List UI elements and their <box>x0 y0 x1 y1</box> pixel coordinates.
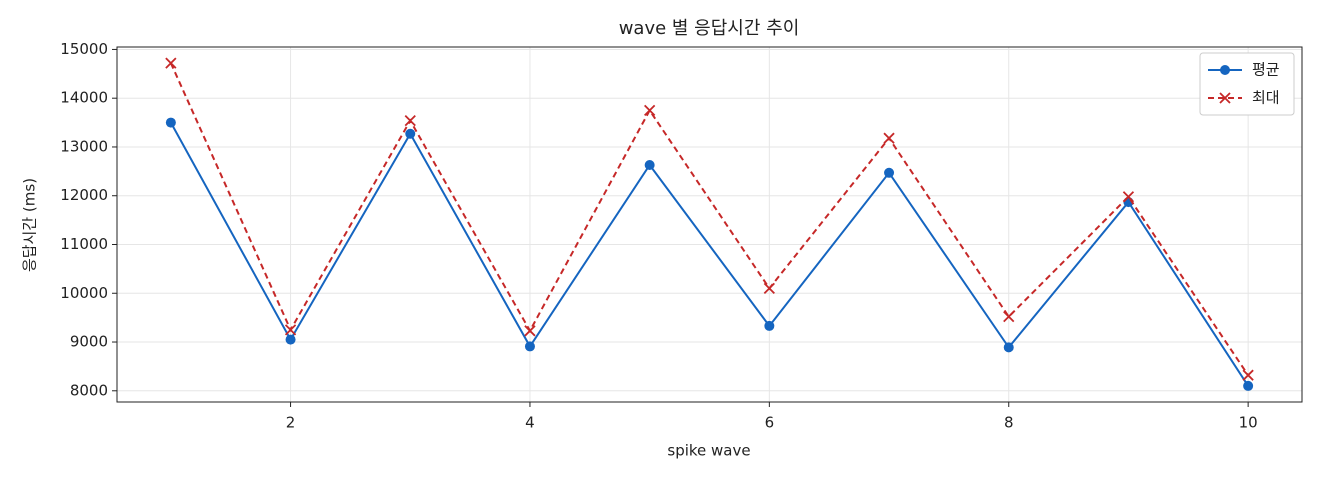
marker <box>404 114 416 127</box>
y-tick-label: 14000 <box>60 89 108 107</box>
marker <box>1243 380 1254 391</box>
marker <box>883 132 895 144</box>
series-line <box>169 62 1249 376</box>
x-tick-label: 4 <box>525 414 535 432</box>
legend-label: 평균 <box>1252 61 1280 79</box>
y-tick-label: 11000 <box>60 235 108 253</box>
marker <box>1220 65 1230 75</box>
x-tick-label: 2 <box>286 414 296 432</box>
legend-label: 최대 <box>1252 89 1280 107</box>
y-tick-label: 8000 <box>70 381 108 399</box>
x-tick-label: 10 <box>1239 414 1258 432</box>
marker <box>165 57 177 69</box>
y-tick-label: 9000 <box>70 333 108 351</box>
marker <box>764 320 775 331</box>
marker <box>285 334 296 345</box>
marker <box>644 104 656 117</box>
x-tick-label: 8 <box>1004 414 1014 432</box>
marker <box>1003 342 1014 353</box>
x-tick-label: 6 <box>765 414 775 432</box>
marker <box>165 117 176 128</box>
y-tick-label: 13000 <box>60 137 108 155</box>
marker <box>405 128 416 139</box>
marker <box>763 282 775 295</box>
marker <box>1003 311 1015 323</box>
marker <box>524 325 536 337</box>
y-tick-label: 15000 <box>60 40 108 58</box>
y-axis-label: 응답시간 (ms) <box>21 178 39 272</box>
plot-frame <box>116 46 1303 403</box>
marker <box>884 167 895 178</box>
legend-box <box>1199 52 1295 116</box>
y-tick-label: 10000 <box>60 284 108 302</box>
chart-title: wave 별 응답시간 추이 <box>619 18 800 39</box>
marker <box>644 160 655 171</box>
marker <box>1122 191 1135 203</box>
y-tick-label: 12000 <box>60 186 108 204</box>
marker <box>1219 92 1231 104</box>
x-axis-label: spike wave <box>667 442 750 460</box>
marker <box>524 341 535 352</box>
marker <box>1242 369 1254 381</box>
series-line <box>169 122 1249 387</box>
marker <box>284 324 297 336</box>
